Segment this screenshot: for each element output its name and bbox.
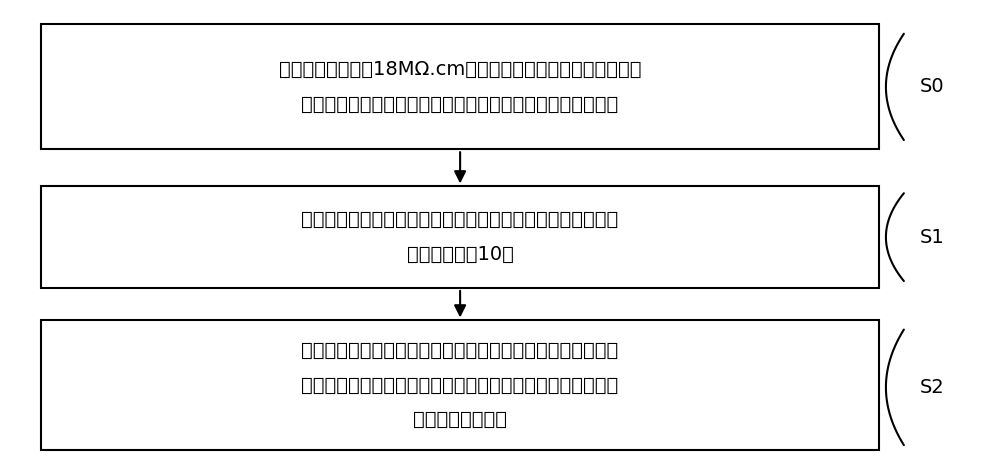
Text: S0: S0: [919, 77, 944, 96]
Text: 膜形成反射膜；其中，铂膜与非金属膜形成的层叠结构中的顶: 膜形成反射膜；其中，铂膜与非金属膜形成的层叠结构中的顶: [301, 376, 619, 394]
Text: S1: S1: [919, 228, 944, 246]
Text: 先采用电阵率大于18MΩ.cm的高纯水与清洗剂混合对基底进行: 先采用电阵率大于18MΩ.cm的高纯水与清洗剂混合对基底进行: [279, 60, 641, 79]
Text: 的颗粒数小于10个: 的颗粒数小于10个: [407, 245, 514, 264]
Text: 层和底层均为铂膜: 层和底层均为铂膜: [413, 410, 507, 429]
FancyBboxPatch shape: [41, 186, 879, 288]
Text: S2: S2: [919, 378, 944, 397]
FancyBboxPatch shape: [41, 25, 879, 149]
Text: 超声清洗，再采用离心甌干方法对超声清洗后的基底进行清洗: 超声清洗，再采用离心甌干方法对超声清洗后的基底进行清洗: [301, 95, 619, 114]
FancyBboxPatch shape: [41, 320, 879, 450]
Text: 先在基底上镀制铬膜，再在铬膜上交替层叠镀制铂膜和非金属: 先在基底上镀制铬膜，再在铬膜上交替层叠镀制铂膜和非金属: [301, 341, 619, 360]
Text: 采用暗场显微镜检测附着在基底上的颗粒数，保证每平方毫米: 采用暗场显微镜检测附着在基底上的颗粒数，保证每平方毫米: [301, 210, 619, 229]
